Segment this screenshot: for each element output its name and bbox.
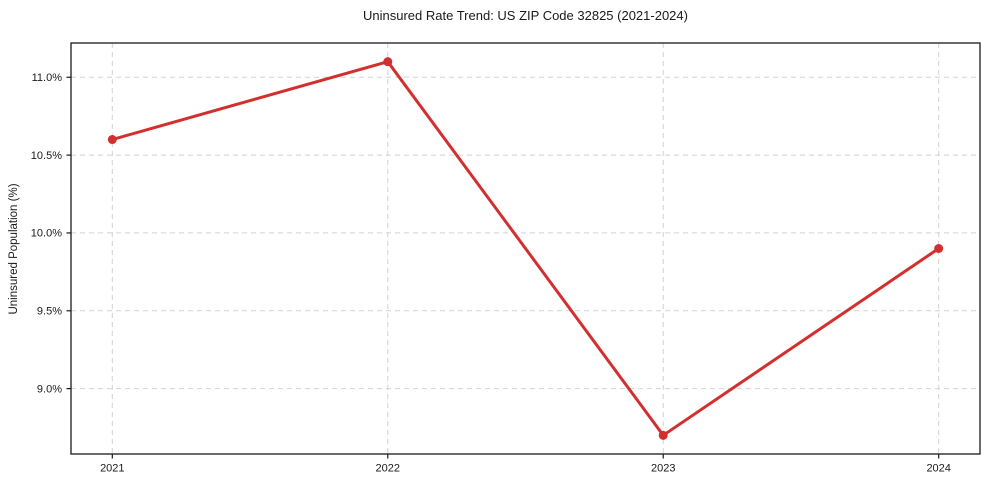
chart-title: Uninsured Rate Trend: US ZIP Code 32825 … xyxy=(363,8,688,23)
x-tick-label: 2023 xyxy=(651,463,675,475)
y-tick-label: 11.0% xyxy=(32,72,63,84)
plot-border xyxy=(70,42,981,455)
data-point-marker xyxy=(658,430,668,440)
trend-line xyxy=(110,60,941,437)
y-tick-label: 9.5% xyxy=(37,306,62,318)
x-tick-label: 2024 xyxy=(926,463,950,475)
x-tick-label: 2022 xyxy=(376,463,400,475)
data-point-marker xyxy=(383,57,393,67)
y-tick-label: 10.0% xyxy=(31,228,62,240)
y-tick-label: 10.5% xyxy=(31,150,62,162)
data-point-marker xyxy=(107,135,117,145)
x-tick-label: 2021 xyxy=(100,463,124,475)
y-tick-label: 9.0% xyxy=(37,383,62,395)
data-point-marker xyxy=(934,244,944,253)
